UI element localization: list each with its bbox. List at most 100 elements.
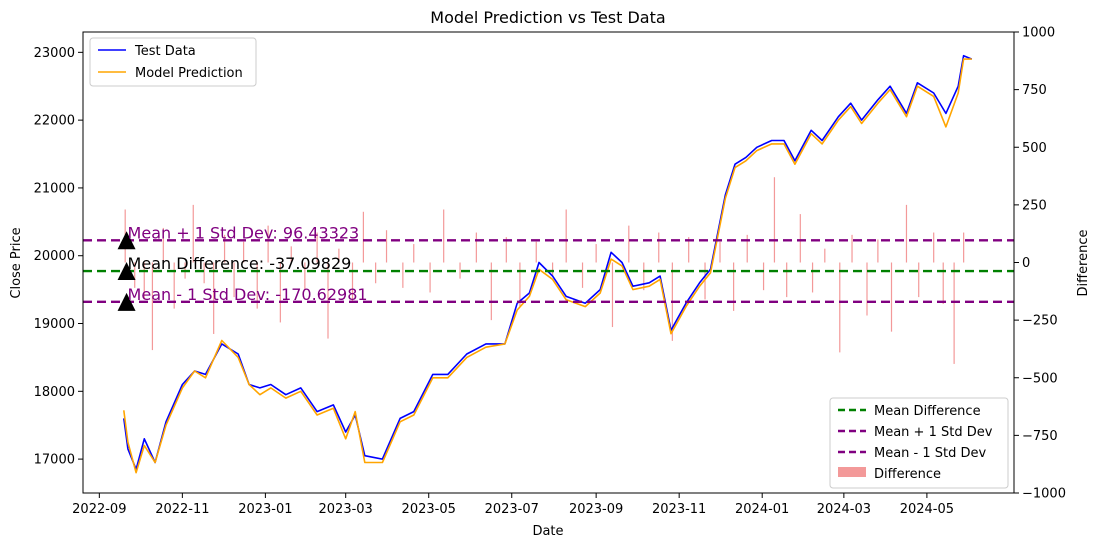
difference-bar-27 [429,262,431,293]
difference-bar-7 [192,204,194,263]
difference-bar-20 [338,248,340,263]
difference-bar-48 [746,234,748,263]
annotation-marker-1 [117,262,136,281]
difference-bar-8 [203,262,205,284]
difference-bar-49 [762,262,765,291]
legend-label-mean-minus-std: Mean - 1 Std Dev [874,446,987,461]
difference-bar-26 [413,244,415,263]
difference-bar-31 [490,262,492,321]
difference-bar-2 [143,262,145,300]
difference-bar-62 [933,232,935,263]
annotations: Mean + 1 Std Dev: 96.43323 Mean Differenc… [117,223,368,311]
legend-box-upper [89,37,257,87]
y-axis: 17000 18000 19000 20000 21000 22000 23000 [34,46,83,468]
difference-bar-35 [551,262,554,277]
annotation-marker-2 [117,292,136,311]
difference-bar-4 [162,227,164,263]
annotation-text-0: Mean + 1 Std Dev: 96.43323 [128,223,360,242]
difference-bar-11 [233,262,235,298]
x-axis: 2022-09 2022-11 2023-01 2023-03 2023-05 2023-… [72,493,954,517]
y2-tick-label-1: −750 [1022,429,1058,444]
y2-tick-label-0: −1000 [1022,487,1066,502]
difference-bar-15 [279,262,281,323]
difference-bar-13 [256,262,258,309]
x-tick-label-3: 2023-03 [319,502,373,517]
difference-bar-33 [519,262,521,307]
difference-bar-25 [402,262,404,288]
difference-bar-37 [581,262,584,288]
y2-tick-label-2: −500 [1022,371,1058,386]
legend-label-test-data: Test Data [134,44,196,59]
annotation-text-1: Mean Difference: -37.09829 [128,254,352,273]
difference-bar-28 [443,209,445,263]
legend-box-lower [829,397,1009,489]
reference-lines [83,239,1014,304]
difference-bar-46 [719,241,721,263]
legend-label-mean-difference: Mean Difference [874,404,981,419]
difference-bar-39 [611,262,614,328]
difference-bar-12 [243,241,245,263]
y-axis-label: Close Price [9,227,24,298]
difference-bar-58 [877,239,879,263]
x-tick-label-6: 2023-09 [569,502,623,517]
annotation-text-2: Mean - 1 Std Dev: -170.62981 [128,285,368,304]
chart-title: Model Prediction vs Test Data [430,8,665,27]
legend-lower-right: Mean Difference Mean + 1 Std Dev Mean - … [829,397,1009,489]
difference-bar-63 [942,262,944,304]
difference-bar-52 [799,214,801,263]
difference-bar-54 [824,248,826,263]
y2-tick-label-3: −250 [1022,314,1058,329]
difference-bar-61 [918,262,920,298]
difference-bar-5 [173,262,175,309]
legend-upper-left: Test Data Model Prediction [89,37,257,87]
annotation-marker-0 [117,231,136,250]
difference-bar-19 [327,262,329,339]
y2-axis: −1000 −750 −500 −250 0 250 500 750 1000 [1014,26,1066,502]
legend-label-model-prediction: Model Prediction [135,66,243,81]
y-tick-label-5: 22000 [34,114,75,129]
difference-bar-22 [362,211,364,263]
difference-bar-23 [375,262,377,284]
difference-bar-42 [658,232,660,263]
y-tick-label-4: 21000 [34,181,75,196]
difference-bar-60 [905,204,908,263]
series-line-model-prediction [123,58,972,474]
difference-bar-9 [213,262,215,334]
difference-bar-36 [565,209,567,263]
difference-bar-10 [223,234,226,263]
x-tick-label-5: 2023-07 [485,502,539,517]
difference-bar-40 [628,225,630,263]
y2-tick-label-7: 750 [1022,83,1047,98]
difference-bar-50 [773,177,776,263]
y2-tick-label-5: 250 [1022,198,1047,213]
difference-bar-32 [505,237,507,263]
difference-bar-41 [643,262,645,291]
difference-bar-47 [733,262,735,311]
legend-label-difference: Difference [874,467,941,482]
difference-bar-59 [890,262,893,332]
difference-bar-24 [385,230,388,263]
difference-bar-56 [851,234,853,263]
difference-bar-30 [475,232,477,263]
x-tick-label-8: 2024-01 [735,502,789,517]
x-tick-label-10: 2024-05 [900,502,954,517]
difference-bar-34 [535,241,537,263]
difference-bar-44 [688,237,690,263]
difference-bar-21 [351,262,354,302]
x-axis-label: Date [532,524,563,539]
difference-bar-18 [316,232,318,263]
difference-bar-51 [786,262,788,298]
x-tick-label-0: 2022-09 [72,502,126,517]
y-tick-label-0: 17000 [34,453,75,468]
difference-bar-55 [839,262,841,353]
y2-tick-label-8: 1000 [1022,26,1055,41]
difference-bar-64 [953,262,955,364]
x-tick-label-2: 2023-01 [238,502,292,517]
y2-axis-label: Difference [1076,229,1091,296]
y-tick-label-2: 19000 [34,317,75,332]
difference-bar-1 [134,262,136,288]
y2-tick-label-4: 0 [1022,256,1030,271]
difference-bar-38 [595,244,597,263]
difference-bar-57 [866,262,868,316]
